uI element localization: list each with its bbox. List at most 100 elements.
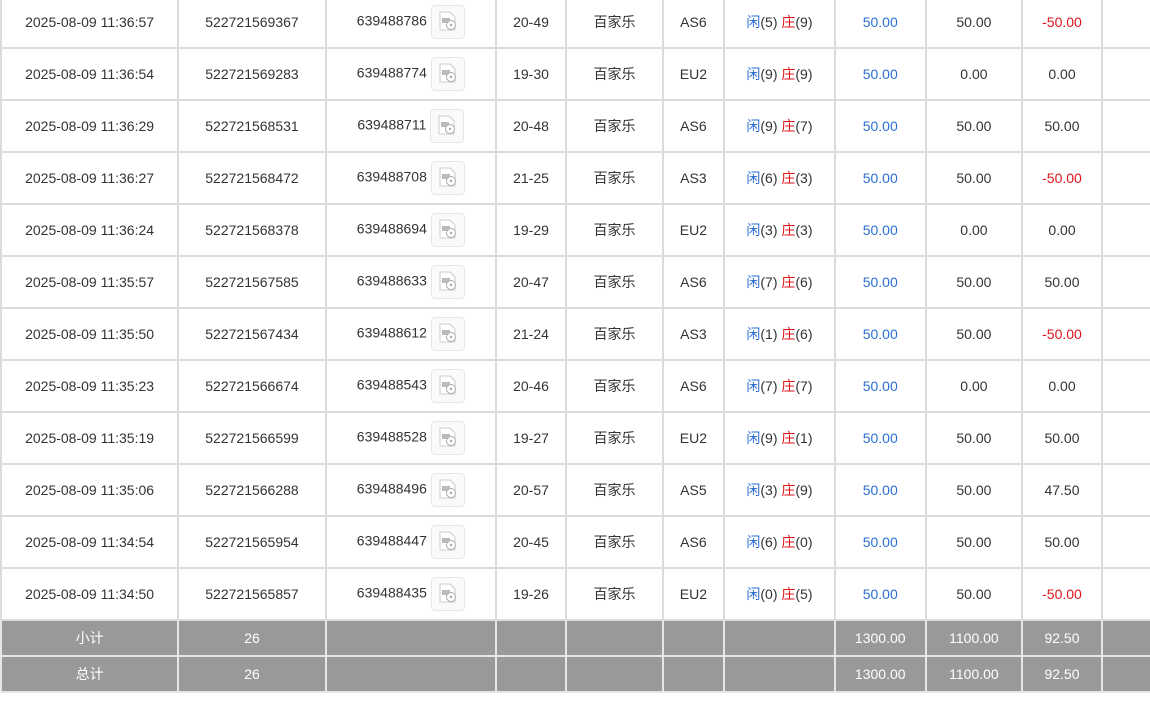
valid-bet: 50.00: [924, 151, 1024, 205]
footer-count: 26: [177, 655, 327, 693]
footer-valid: 1100.00: [924, 655, 1024, 693]
player-points: 7: [765, 274, 773, 290]
footer-label: 小计: [0, 619, 180, 657]
banker-label: 庄: [781, 482, 796, 498]
banker-label: 庄: [781, 534, 796, 550]
video-replay-icon[interactable]: [430, 109, 465, 143]
shoe-round: 21-24: [494, 307, 568, 361]
round-cell: 639488708: [324, 151, 497, 205]
valid-bet: 0.00: [924, 47, 1024, 101]
bet-id: 522721565857: [177, 567, 327, 621]
banker-points: 9: [800, 66, 808, 82]
table-row: 2025-08-09 11:36:27 522721568472 639488708…: [0, 151, 1150, 205]
bet-amount[interactable]: 50.00: [833, 203, 927, 257]
extra-cell: [1100, 47, 1150, 101]
valid-bet: 0.00: [924, 359, 1024, 413]
game-result: 闲(7) 庄(6): [722, 255, 836, 309]
round-id: 639488774: [356, 64, 427, 81]
bet-amount[interactable]: 50.00: [833, 47, 927, 101]
bet-amount[interactable]: 50.00: [833, 307, 927, 361]
valid-bet: 50.00: [924, 411, 1024, 465]
round-cell: 639488633: [324, 255, 497, 309]
video-replay-icon[interactable]: [430, 161, 465, 195]
footer-count: 26: [177, 619, 327, 657]
game-result: 闲(3) 庄(3): [722, 203, 836, 257]
win-loss: 50.00: [1021, 411, 1103, 465]
game-result: 闲(9) 庄(9): [722, 47, 836, 101]
banker-label: 庄: [781, 326, 796, 342]
valid-bet: 0.00: [924, 203, 1024, 257]
banker-label: 庄: [781, 66, 796, 82]
round-cell: 639488774: [324, 47, 497, 101]
round-cell: 639488528: [324, 411, 497, 465]
banker-points: 6: [800, 274, 808, 290]
bet-amount[interactable]: 50.00: [833, 255, 927, 309]
round-id: 639488694: [356, 220, 427, 237]
table-row: 2025-08-09 11:35:57 522721567585 639488633…: [0, 255, 1150, 309]
round-cell: 639488711: [324, 99, 497, 153]
win-loss: -50.00: [1021, 151, 1103, 205]
bet-time: 2025-08-09 11:36:54: [0, 47, 180, 101]
bet-time: 2025-08-09 11:36:57: [0, 0, 180, 49]
bet-amount[interactable]: 50.00: [833, 567, 927, 621]
video-replay-icon[interactable]: [430, 577, 465, 611]
table-name: AS5: [661, 463, 725, 517]
game-type: 百家乐: [565, 359, 664, 413]
player-points: 9: [765, 118, 773, 134]
player-label: 闲: [746, 586, 761, 602]
player-label: 闲: [746, 14, 761, 30]
game-result: 闲(6) 庄(3): [722, 151, 836, 205]
bet-amount[interactable]: 50.00: [833, 359, 927, 413]
bet-amount[interactable]: 50.00: [833, 151, 927, 205]
round-id: 639488528: [356, 428, 427, 445]
banker-label: 庄: [781, 14, 796, 30]
extra-cell: [1100, 411, 1150, 465]
video-replay-icon[interactable]: [430, 265, 465, 299]
game-result: 闲(0) 庄(5): [722, 567, 836, 621]
bet-amount[interactable]: 50.00: [833, 515, 927, 569]
round-cell: 639488435: [324, 567, 497, 621]
banker-points: 5: [800, 586, 808, 602]
game-type: 百家乐: [565, 307, 664, 361]
banker-label: 庄: [781, 430, 796, 446]
valid-bet: 50.00: [924, 515, 1024, 569]
player-points: 1: [765, 326, 773, 342]
table-name: AS6: [661, 515, 725, 569]
video-replay-icon[interactable]: [430, 525, 465, 559]
video-replay-icon[interactable]: [430, 421, 465, 455]
shoe-round: 21-25: [494, 151, 568, 205]
extra-cell: [1100, 255, 1150, 309]
game-type: 百家乐: [565, 463, 664, 517]
video-replay-icon[interactable]: [430, 473, 465, 507]
game-result: 闲(7) 庄(7): [722, 359, 836, 413]
game-result: 闲(1) 庄(6): [722, 307, 836, 361]
table-row: 2025-08-09 11:34:54 522721565954 639488447…: [0, 515, 1150, 569]
table-name: EU2: [661, 567, 725, 621]
bet-amount[interactable]: 50.00: [833, 99, 927, 153]
extra-cell: [1100, 99, 1150, 153]
video-replay-icon[interactable]: [430, 57, 465, 91]
player-points: 9: [765, 66, 773, 82]
round-cell: 639488543: [324, 359, 497, 413]
valid-bet: 50.00: [924, 463, 1024, 517]
video-replay-icon[interactable]: [430, 369, 465, 403]
player-points: 9: [765, 430, 773, 446]
round-cell: 639488694: [324, 203, 497, 257]
valid-bet: 50.00: [924, 0, 1024, 49]
player-points: 0: [765, 586, 773, 602]
video-replay-icon[interactable]: [430, 213, 465, 247]
video-replay-icon[interactable]: [430, 317, 465, 351]
bet-amount[interactable]: 50.00: [833, 463, 927, 517]
bet-amount[interactable]: 50.00: [833, 411, 927, 465]
video-replay-icon[interactable]: [430, 5, 465, 39]
footer-bet: 1300.00: [833, 619, 927, 657]
bet-time: 2025-08-09 11:35:06: [0, 463, 180, 517]
footer-valid: 1100.00: [924, 619, 1024, 657]
shoe-round: 19-30: [494, 47, 568, 101]
table-name: AS6: [661, 359, 725, 413]
win-loss: -50.00: [1021, 567, 1103, 621]
table-name: AS6: [661, 0, 725, 49]
bet-amount[interactable]: 50.00: [833, 0, 927, 49]
footer-result: 92.50: [1021, 655, 1103, 693]
game-result: 闲(9) 庄(7): [722, 99, 836, 153]
